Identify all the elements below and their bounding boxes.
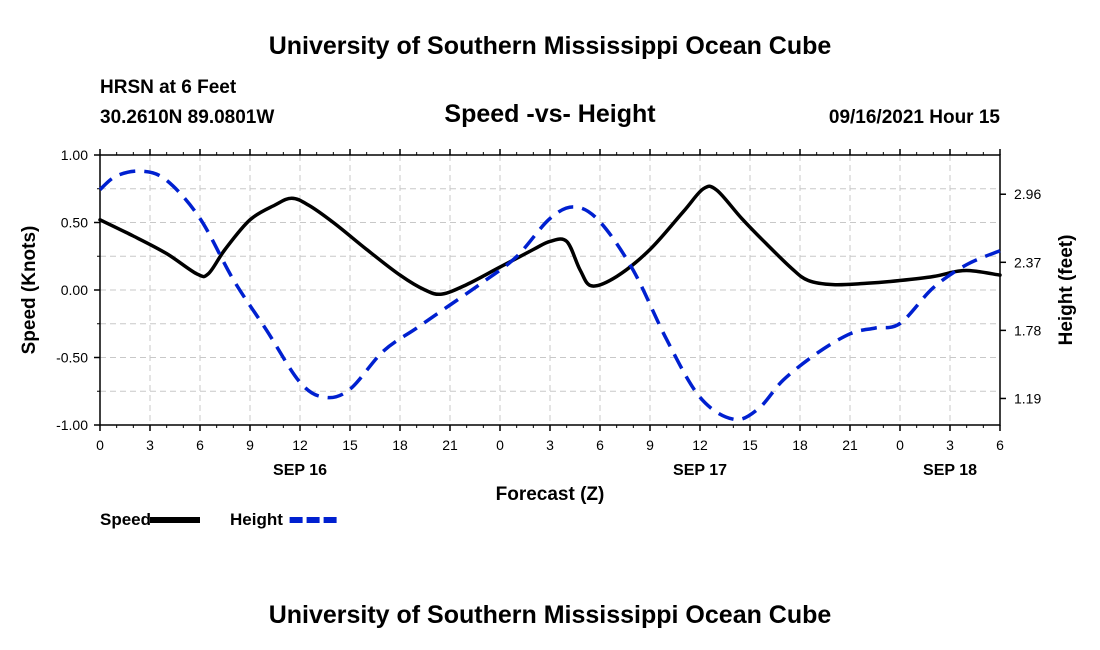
y-left-tick-label: 1.00 (61, 147, 88, 163)
x-tick-label: 0 (496, 437, 504, 453)
y-left-tick-label: 0.50 (61, 215, 88, 231)
x-tick-label: 0 (896, 437, 904, 453)
day-label: SEP 16 (273, 462, 327, 479)
coordinates-label: 30.2610N 89.0801W (100, 107, 275, 128)
legend-label-height: Height (230, 510, 283, 529)
x-tick-label: 9 (646, 437, 654, 453)
day-label: SEP 18 (923, 462, 977, 479)
x-tick-label: 3 (946, 437, 954, 453)
y-left-tick-label: -1.00 (56, 417, 88, 433)
x-tick-label: 0 (96, 437, 104, 453)
y-left-tick-label: 0.00 (61, 282, 88, 298)
x-tick-label: 9 (246, 437, 254, 453)
x-tick-label: 6 (596, 437, 604, 453)
y-right-axis-label: Height (feet) (1056, 235, 1077, 346)
x-tick-label: 3 (546, 437, 554, 453)
y-right-tick-label: 1.19 (1014, 390, 1041, 406)
x-tick-label: 18 (792, 437, 808, 453)
datetime-label: 09/16/2021 Hour 15 (828, 107, 1000, 128)
legend-label-speed: Speed (100, 510, 151, 529)
series-line-height (98, 169, 1001, 422)
x-tick-label: 18 (392, 437, 408, 453)
x-tick-label: 6 (996, 437, 1004, 453)
y-left-axis-label: Speed (Knots) (19, 226, 40, 355)
x-tick-label: 15 (742, 437, 758, 453)
y-right-tick-label: 2.96 (1014, 186, 1041, 202)
day-label: SEP 17 (673, 462, 727, 479)
bottom-title: University of Southern Mississippi Ocean… (268, 601, 832, 629)
station-label: HRSN at 6 Feet (100, 77, 237, 98)
x-tick-label: 3 (146, 437, 154, 453)
y-left-tick-label: -0.50 (56, 350, 88, 366)
x-tick-label: 15 (342, 437, 358, 453)
x-tick-label: 6 (196, 437, 204, 453)
y-right-tick-label: 1.78 (1014, 322, 1041, 338)
y-right-tick-label: 2.37 (1014, 254, 1041, 270)
plot-title: Speed -vs- Height (444, 100, 656, 128)
x-tick-label: 21 (442, 437, 458, 453)
x-axis-label: Forecast (Z) (496, 484, 605, 505)
top-title: University of Southern Mississippi Ocean… (268, 32, 832, 60)
x-tick-label: 12 (692, 437, 708, 453)
series-line-speed (98, 184, 1002, 297)
x-tick-label: 21 (842, 437, 858, 453)
x-tick-label: 12 (292, 437, 308, 453)
